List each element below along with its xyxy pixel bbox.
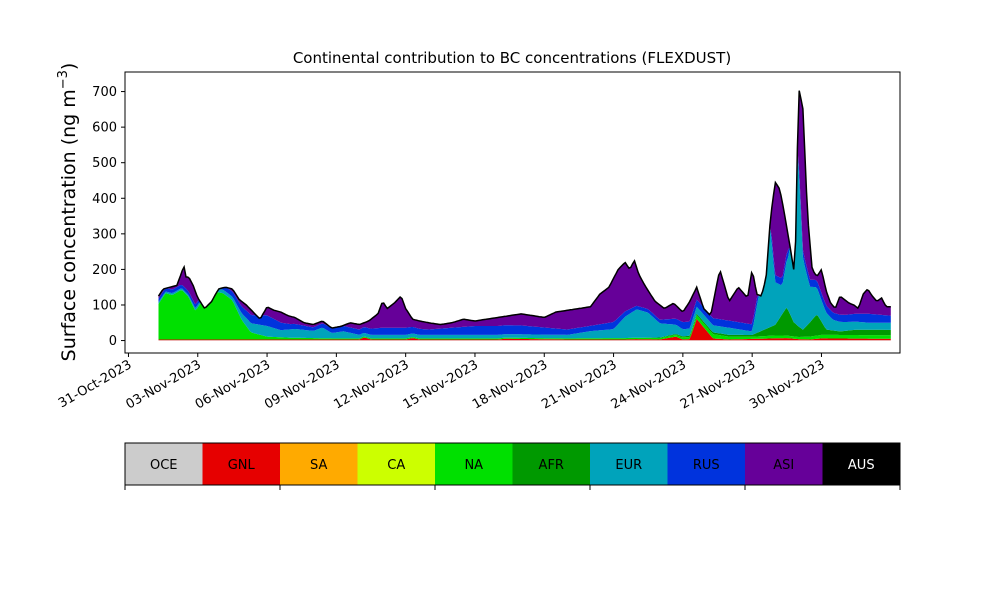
legend-swatch-gnl bbox=[202, 443, 280, 485]
legend-swatch-oce bbox=[125, 443, 203, 485]
legend-label-ca: CA bbox=[387, 458, 405, 473]
legend-swatch-eur bbox=[590, 443, 668, 485]
y-tick-label: 300 bbox=[92, 227, 117, 242]
x-tick-label: 06-Nov-2023 bbox=[193, 357, 273, 412]
x-tick-label: 03-Nov-2023 bbox=[123, 357, 203, 412]
legend-swatch-asi bbox=[745, 443, 823, 485]
legend-swatch-na bbox=[435, 443, 513, 485]
x-tick-label: 21-Nov-2023 bbox=[539, 357, 619, 412]
legend-label-aus: AUS bbox=[848, 458, 875, 473]
legend-label-gnl: GNL bbox=[228, 458, 256, 473]
legend-swatch-ca bbox=[357, 443, 435, 485]
legend-label-rus: RUS bbox=[693, 458, 720, 473]
y-tick-label: 400 bbox=[92, 192, 117, 207]
x-tick-label: 27-Nov-2023 bbox=[678, 357, 758, 412]
x-tick-label: 15-Nov-2023 bbox=[401, 357, 481, 412]
y-tick-label: 200 bbox=[92, 263, 117, 278]
legend-swatch-rus bbox=[667, 443, 745, 485]
y-tick-label: 600 bbox=[92, 121, 117, 136]
legend-label-na: NA bbox=[464, 458, 483, 473]
y-tick-label: 100 bbox=[92, 298, 117, 313]
total-line bbox=[157, 90, 891, 329]
legend-swatch-afr bbox=[512, 443, 590, 485]
x-tick-label: 31-Oct-2023 bbox=[56, 357, 134, 411]
legend: OCE GNL SA CA NA AFR EUR RUS ASI AUS bbox=[124, 442, 901, 490]
chart-title: Continental contribution to BC concentra… bbox=[293, 49, 731, 67]
x-tick-label: 18-Nov-2023 bbox=[470, 357, 550, 412]
x-tick-label: 09-Nov-2023 bbox=[262, 357, 342, 412]
legend-label-oce: OCE bbox=[150, 458, 178, 473]
legend-swatch-aus bbox=[822, 443, 900, 485]
legend-swatch-sa bbox=[280, 443, 358, 485]
legend-label-eur: EUR bbox=[615, 458, 642, 473]
legend-frame bbox=[124, 442, 901, 486]
area-na bbox=[158, 290, 891, 340]
y-axis-label-close: ) bbox=[58, 63, 80, 70]
area-afr bbox=[158, 290, 891, 339]
y-tick-label: 0 bbox=[109, 334, 117, 349]
y-axis-label: Surface concentration (ng m−3) bbox=[56, 63, 80, 362]
y-tick-label: 700 bbox=[92, 85, 117, 100]
legend-label-asi: ASI bbox=[773, 458, 794, 473]
x-tick-label: 24-Nov-2023 bbox=[609, 357, 689, 412]
plot-area bbox=[157, 90, 891, 341]
legend-label-sa: SA bbox=[310, 458, 327, 473]
y-axis-label-superscript: −3 bbox=[56, 70, 71, 89]
legend-label-afr: AFR bbox=[539, 458, 564, 473]
x-tick-label: 30-Nov-2023 bbox=[747, 357, 827, 412]
y-tick-label: 500 bbox=[92, 156, 117, 171]
area-gnl bbox=[158, 318, 891, 341]
y-axis-label-main: Surface concentration (ng m bbox=[58, 89, 80, 361]
x-tick-label: 12-Nov-2023 bbox=[331, 357, 411, 412]
plot-frame bbox=[124, 71, 901, 354]
